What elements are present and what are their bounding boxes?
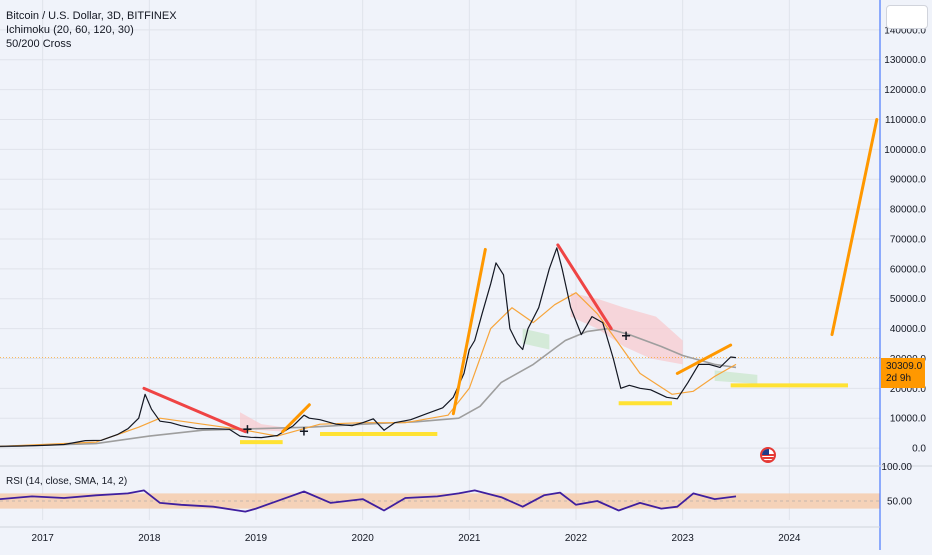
ichimoku-legend[interactable]: Ichimoku (20, 60, 120, 30) xyxy=(6,24,134,36)
grid xyxy=(0,0,880,520)
x-tick-label: 2018 xyxy=(138,533,161,544)
y-tick-label: 10000.0 xyxy=(890,414,927,425)
orange-trendline[interactable] xyxy=(675,343,733,375)
rsi-line xyxy=(0,489,737,513)
cross-legend[interactable]: 50/200 Cross xyxy=(6,38,72,50)
cloud-segment xyxy=(714,370,758,384)
x-tick-label: 2023 xyxy=(672,533,695,544)
y-tick-label: 50000.0 xyxy=(890,294,927,305)
orange-trendline[interactable] xyxy=(451,247,487,416)
rsi-pane xyxy=(0,489,880,513)
cross-marker: + xyxy=(621,329,632,344)
x-tick-label: 2024 xyxy=(778,533,801,544)
bar-countdown: 2d 9h xyxy=(886,373,912,384)
symbol-title[interactable]: Bitcoin / U.S. Dollar, 3D, BITFINEX xyxy=(6,10,177,22)
rsi-tick-label: 50.00 xyxy=(887,497,912,508)
y-tick-label: 40000.0 xyxy=(890,324,927,335)
ma200-line xyxy=(0,327,737,448)
y-tick-label: 80000.0 xyxy=(890,205,927,216)
rsi-tick-label: 100.00 xyxy=(881,462,912,473)
last-price-value: 30309.0 xyxy=(886,361,923,372)
red-trendline[interactable] xyxy=(142,386,247,434)
price-scale-input[interactable] xyxy=(886,5,928,29)
x-tick-label: 2020 xyxy=(352,533,375,544)
y-tick-label: 70000.0 xyxy=(890,234,927,245)
y-tick-label: 100000.0 xyxy=(884,145,926,156)
x-tick-label: 2019 xyxy=(245,533,268,544)
ma50-line xyxy=(0,292,737,447)
y-tick-label: 90000.0 xyxy=(890,175,927,186)
y-tick-label: 130000.0 xyxy=(884,55,926,66)
series-layer xyxy=(0,247,880,448)
orange-trendline[interactable] xyxy=(281,403,311,434)
y-tick-label: 20000.0 xyxy=(890,384,927,395)
x-tick-label: 2022 xyxy=(565,533,588,544)
y-tick-label: 60000.0 xyxy=(890,264,927,275)
orange-trendline[interactable] xyxy=(830,117,879,337)
last-price-badge: 30309.0 2d 9h xyxy=(881,358,925,388)
y-tick-label: 110000.0 xyxy=(885,115,926,126)
cloud-segment xyxy=(240,412,283,432)
y-tick-label: 0.0 xyxy=(912,444,926,455)
price-series-line xyxy=(0,247,737,447)
x-tick-label: 2017 xyxy=(32,533,55,544)
cloud-segment xyxy=(522,328,550,350)
rsi-legend[interactable]: RSI (14, close, SMA, 14, 2) xyxy=(6,476,128,487)
y-tick-label: 140000.0 xyxy=(884,25,926,36)
red-trendline[interactable] xyxy=(556,243,613,331)
us-flag-event-icon[interactable] xyxy=(760,447,776,463)
y-tick-label: 120000.0 xyxy=(884,85,926,96)
annotation-layer[interactable]: + + + xyxy=(142,117,879,445)
cross-marker: + xyxy=(299,425,310,440)
cross-marker: + xyxy=(242,422,253,437)
x-tick-label: 2021 xyxy=(458,533,481,544)
